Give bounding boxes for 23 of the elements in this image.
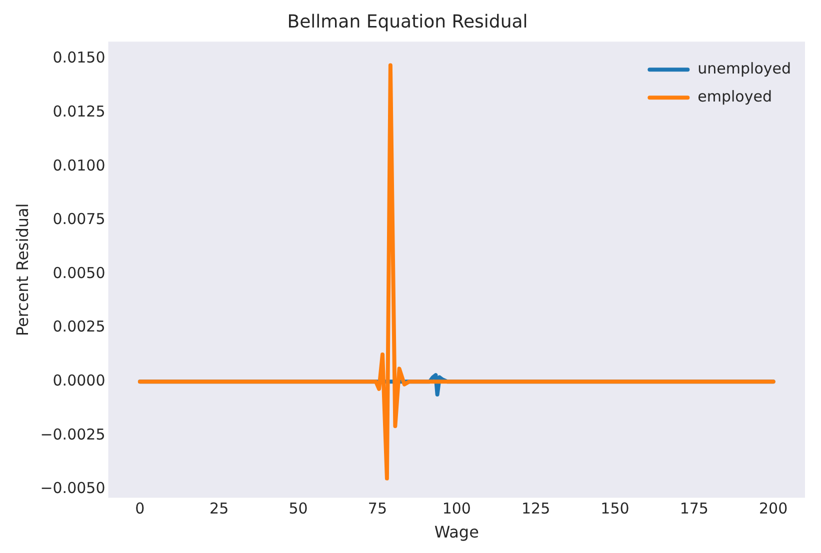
x-axis-title: Wage [434,522,479,542]
y-tick-label: 0.0100 [52,156,106,174]
y-tick-label: 0.0025 [52,318,106,336]
y-tick-label: 0.0050 [52,264,106,282]
x-tick-label: 150 [600,500,630,518]
x-tick-label: 175 [680,500,708,518]
y-tick-label: 0.0125 [52,102,106,121]
x-tick-label: 100 [442,500,471,518]
x-tick-label: 25 [210,500,229,518]
legend-label: employed [698,87,772,106]
y-tick-label: 0.0150 [52,48,106,67]
x-tick-label: 200 [759,500,788,518]
y-tick-label: −0.0025 [40,425,106,444]
x-tick-label: 125 [521,500,550,518]
legend-label: unemployed [698,59,792,78]
y-tick-label: 0.0075 [52,210,106,228]
y-tick-label: −0.0050 [40,479,106,498]
x-tick-label: 0 [135,500,145,518]
x-tick-label: 75 [368,500,387,518]
y-axis-title: Percent Residual [12,203,32,336]
chart-title: Bellman Equation Residual [287,11,528,32]
x-tick-label: 50 [288,500,308,518]
y-tick-label: 0.0000 [52,371,106,390]
